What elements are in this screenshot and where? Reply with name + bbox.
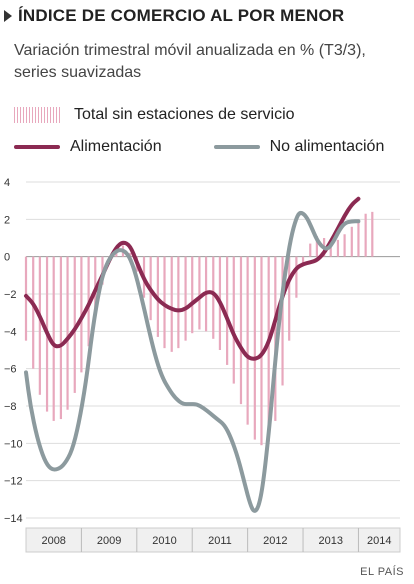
bar: [246, 256, 249, 425]
bar: [170, 256, 173, 352]
no-alimentacion-line-swatch-icon: [213, 145, 260, 149]
bar: [253, 256, 256, 440]
y-tick-label: 4: [4, 177, 10, 189]
x-tick-label: 2008: [41, 535, 65, 547]
bar: [260, 256, 263, 446]
no-alimentacion-line: [24, 211, 361, 513]
legend-no-alimentacion-label: No alimentación: [269, 138, 385, 155]
bar: [184, 256, 187, 341]
bar: [350, 226, 353, 257]
bar: [364, 213, 367, 257]
x-tick-label: 2009: [97, 535, 121, 547]
bar: [59, 256, 63, 420]
y-tick-label: −10: [4, 438, 23, 450]
legend-lines-row: Alimentación No alimentación: [14, 138, 384, 156]
x-axis-band: [25, 527, 401, 553]
legend-alimentacion-label: Alimentación: [70, 138, 162, 155]
bar: [73, 256, 76, 393]
bar: [371, 211, 374, 257]
bar: [309, 243, 312, 257]
x-tick-label: 2010: [152, 535, 176, 547]
y-tick-label: −6: [4, 364, 17, 376]
x-tick-label: 2012: [263, 535, 287, 547]
y-tick-label: 0: [4, 252, 10, 264]
chart-subtitle: Variación trimestral móvil anualizada en…: [14, 42, 366, 81]
triangle-bullet-icon: [4, 10, 12, 22]
bar: [329, 241, 332, 257]
bar: [315, 236, 318, 257]
title-row: ÍNDICE DE COMERCIO AL POR MENOR: [4, 6, 344, 26]
bar: [191, 256, 194, 334]
legend-alimentacion: Alimentación: [14, 138, 162, 156]
bar: [336, 239, 340, 257]
x-tick-label: 2013: [318, 535, 342, 547]
bar: [267, 256, 270, 442]
legend-bars-row: Total sin estaciones de servicio: [14, 106, 295, 124]
y-tick-label: −8: [4, 401, 17, 413]
bar: [232, 256, 235, 384]
bar: [177, 256, 180, 349]
y-tick-label: −2: [4, 289, 17, 301]
y-tick-label: −14: [4, 513, 23, 525]
bar: [212, 256, 215, 339]
y-tick-label: 2: [4, 214, 10, 226]
x-tick-label: 2011: [208, 535, 232, 547]
alimentacion-line: [24, 196, 361, 361]
bar: [239, 256, 243, 405]
x-tick-label: 2014: [367, 535, 391, 547]
bar: [163, 256, 166, 349]
bar: [32, 256, 35, 369]
y-tick-label: −4: [4, 326, 17, 338]
alimentacion-line-swatch-icon: [14, 145, 60, 149]
y-tick-label: −12: [4, 476, 23, 488]
bar: [343, 234, 346, 257]
bar: [129, 252, 132, 257]
chart-title: ÍNDICE DE COMERCIO AL POR MENOR: [18, 6, 345, 25]
bar: [52, 256, 55, 421]
legend-bars-label: Total sin estaciones de servicio: [74, 106, 295, 123]
source-credit: EL PAÍS: [360, 566, 404, 578]
bar: [295, 256, 298, 298]
bar: [274, 256, 277, 421]
bar: [198, 256, 201, 330]
bar: [66, 256, 69, 410]
bar: [288, 256, 291, 341]
bar: [281, 256, 284, 386]
bar: [357, 219, 360, 257]
bar: [301, 256, 305, 265]
legend-no-alimentacion: No alimentación: [213, 138, 385, 156]
bar: [38, 256, 41, 395]
bar: [226, 256, 229, 365]
bars-swatch-icon: [14, 107, 62, 123]
